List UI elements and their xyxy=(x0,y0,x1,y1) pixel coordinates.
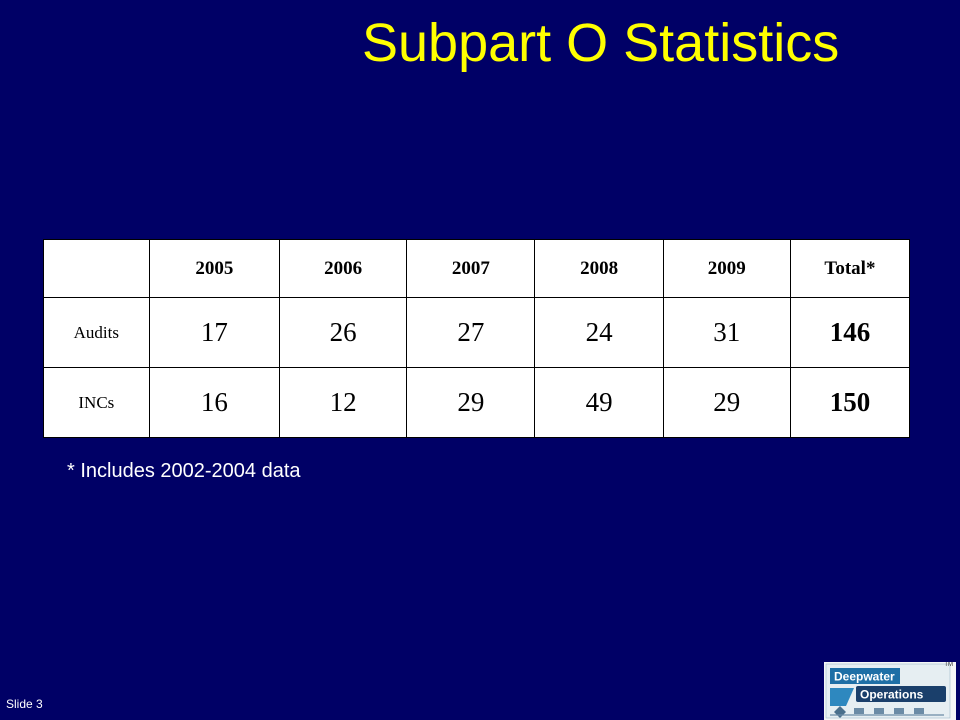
table-header-cell: 2008 xyxy=(534,239,664,298)
slide-title: Subpart O Statistics xyxy=(362,13,840,73)
table-cell: 27 xyxy=(406,297,536,368)
table-cell: 29 xyxy=(662,367,791,438)
table-header-cell: Total* xyxy=(789,239,911,298)
deepwater-operations-logo: Deepwater Operations TM xyxy=(824,662,956,720)
table-header-cell xyxy=(43,239,150,298)
table-header-cell: 2006 xyxy=(278,239,408,298)
table-cell: 16 xyxy=(148,367,280,438)
table-header-cell: 2009 xyxy=(662,239,791,298)
table-cell: 49 xyxy=(534,367,664,438)
table-cell: 12 xyxy=(278,367,408,438)
total-cell: 146 xyxy=(789,297,911,368)
total-cell: 150 xyxy=(789,367,911,438)
table-header-cell: 2007 xyxy=(406,239,536,298)
table-row: Audits 17 26 27 24 31 146 xyxy=(43,297,911,368)
row-label: INCs xyxy=(43,367,150,438)
table-cell: 24 xyxy=(534,297,664,368)
footnote: * Includes 2002-2004 data xyxy=(67,460,301,482)
table-cell: 31 xyxy=(662,297,791,368)
table-header-cell: 2005 xyxy=(148,239,280,298)
table-cell: 17 xyxy=(148,297,280,368)
logo-line1: Deepwater xyxy=(834,670,895,684)
table-cell: 26 xyxy=(278,297,408,368)
table-row: INCs 16 12 29 49 29 150 xyxy=(43,367,911,438)
table-cell: 29 xyxy=(406,367,536,438)
logo-graphic: Deepwater Operations xyxy=(824,662,956,720)
row-label: Audits xyxy=(43,297,150,368)
logo-line2: Operations xyxy=(860,688,924,702)
table-header-row: 2005 2006 2007 2008 2009 Total* xyxy=(43,239,911,298)
slide-number: Slide 3 xyxy=(6,697,43,711)
trademark-label: TM xyxy=(944,662,953,668)
statistics-table: 2005 2006 2007 2008 2009 Total* Audits 1… xyxy=(43,239,911,438)
